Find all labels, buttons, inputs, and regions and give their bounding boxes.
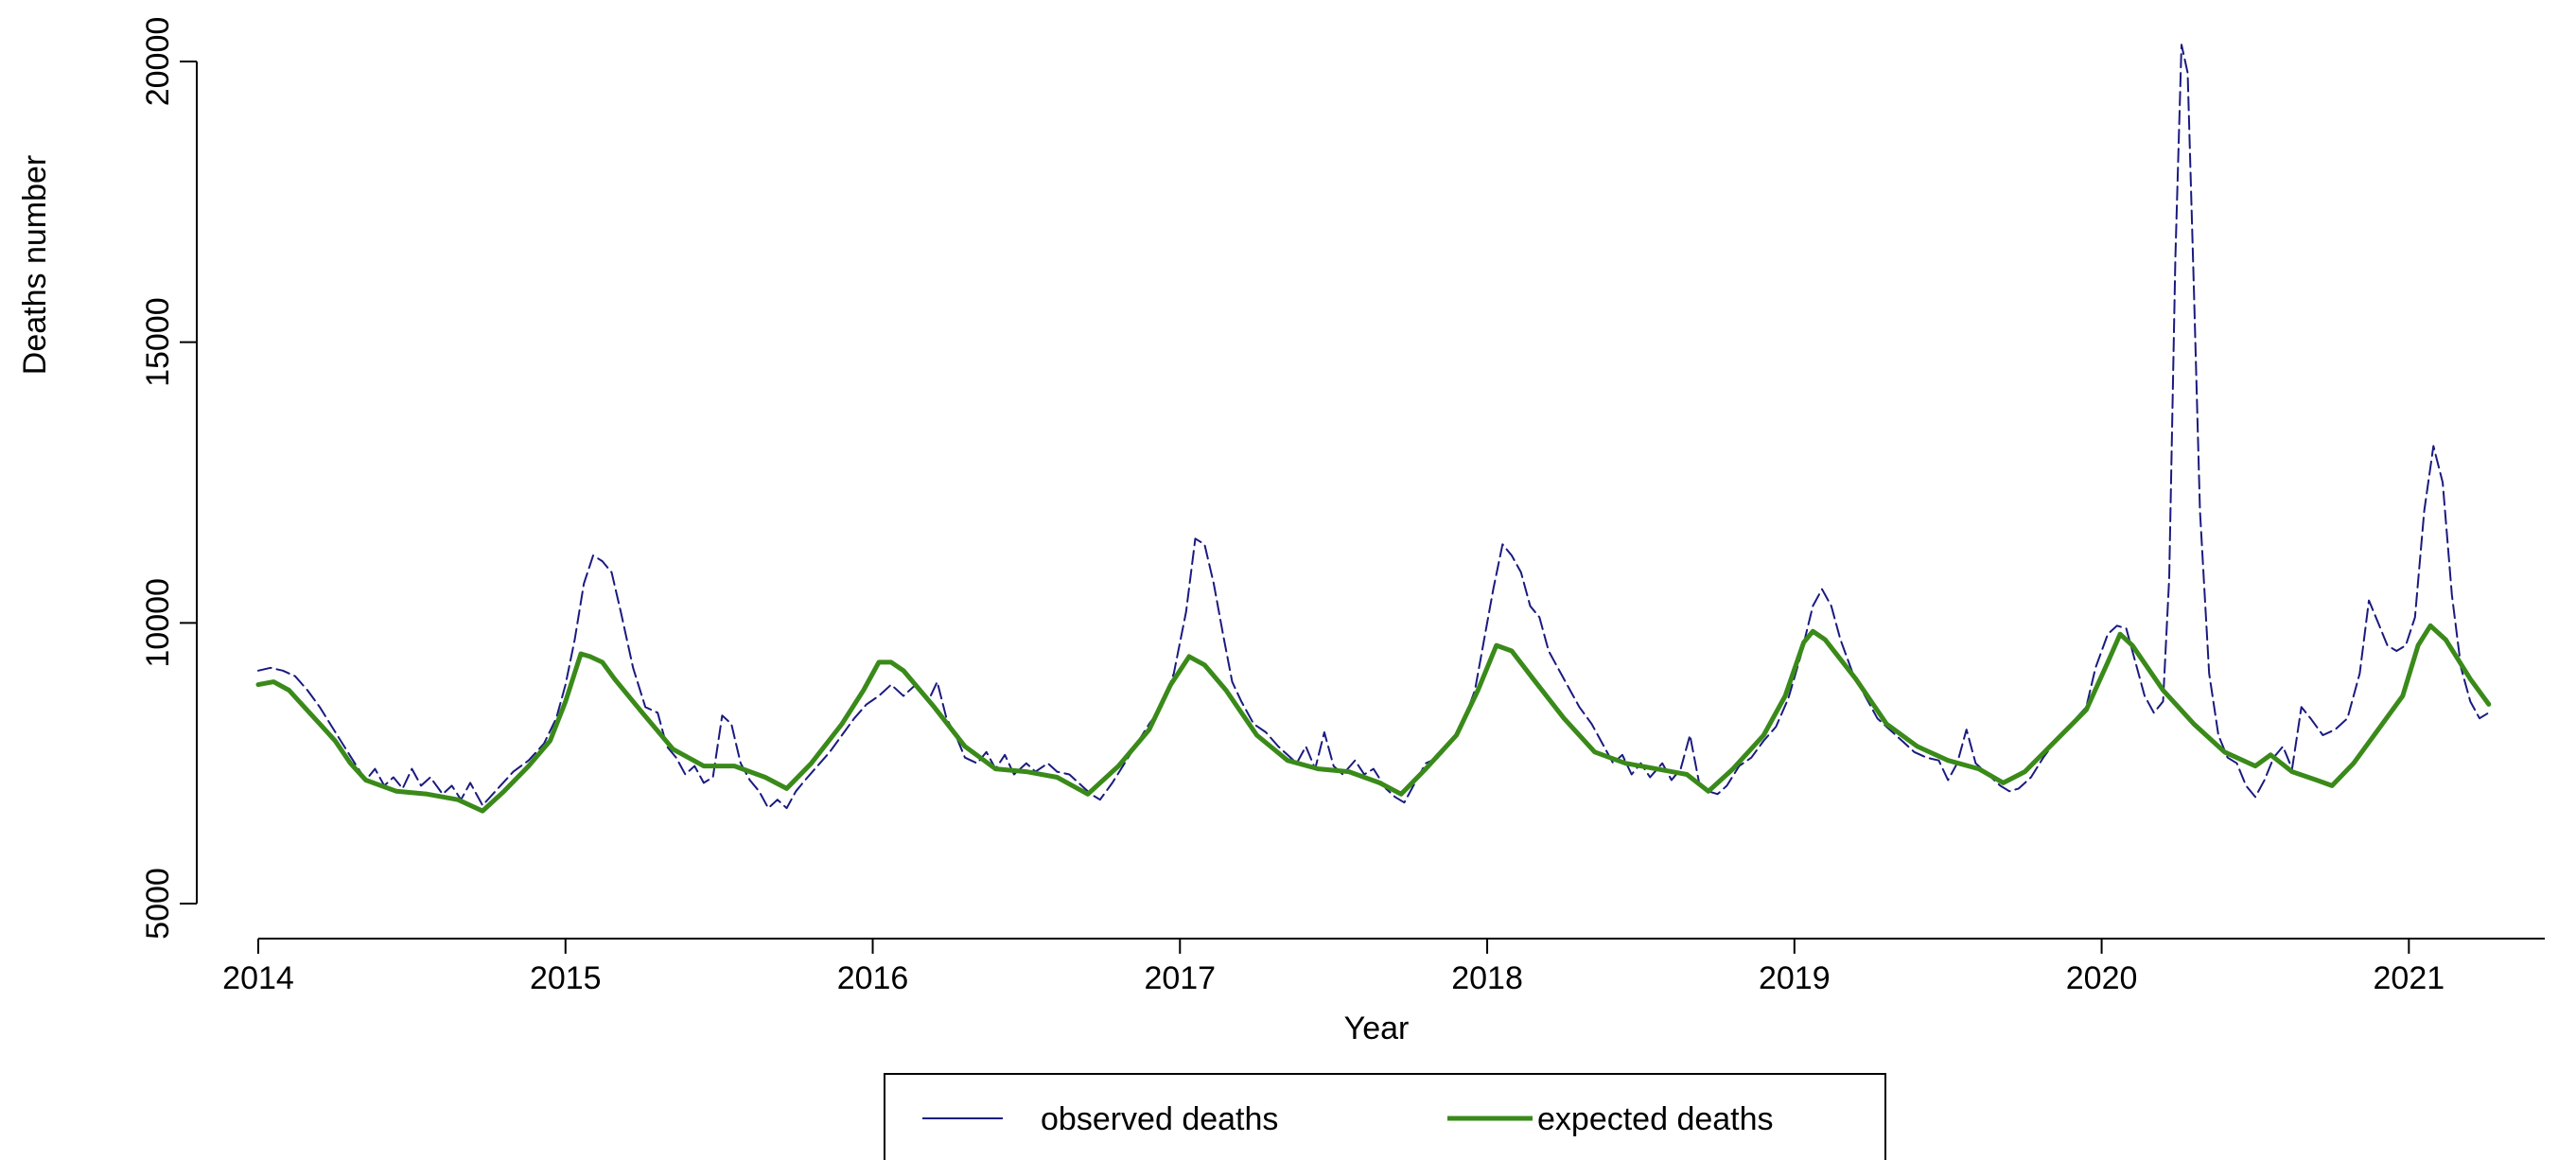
y-axis: 5000 10000 15000 20000 <box>140 17 198 940</box>
x-tick-label-1: 2015 <box>530 960 602 996</box>
x-tick-label-0: 2014 <box>222 960 294 996</box>
x-tick-label-5: 2019 <box>1759 960 1831 996</box>
legend: observed deaths expected deaths <box>884 1073 1886 1160</box>
x-tick-label-3: 2017 <box>1144 960 1216 996</box>
y-tick-label-3: 20000 <box>140 17 176 107</box>
x-tick-label-2: 2016 <box>837 960 909 996</box>
series-line-observed <box>257 44 2490 810</box>
y-tick-label-1: 10000 <box>140 578 176 668</box>
legend-label-observed: observed deaths <box>1041 1101 1278 1137</box>
x-axis-title: Year <box>1344 1011 1410 1046</box>
legend-label-expected: expected deaths <box>1537 1101 1774 1137</box>
x-tick-label-4: 2018 <box>1451 960 1523 996</box>
x-axis: 2014 2015 2016 2017 2018 2019 2020 2021 <box>222 938 2545 996</box>
series-line-expected <box>255 623 2492 814</box>
x-tick-label-6: 2020 <box>2066 960 2138 996</box>
series-layer <box>255 44 2492 814</box>
legend-box <box>884 1073 1886 1160</box>
x-tick-label-7: 2021 <box>2374 960 2445 996</box>
y-tick-label-2: 15000 <box>140 297 176 387</box>
y-tick-label-0: 5000 <box>140 868 176 940</box>
y-axis-title: Deaths number <box>17 155 53 375</box>
